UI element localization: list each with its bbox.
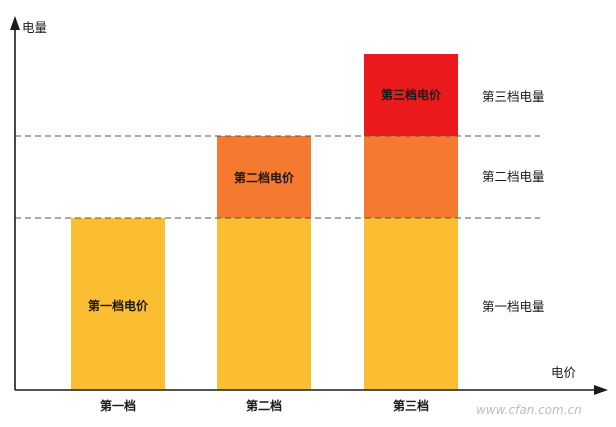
bars-group	[71, 54, 458, 390]
category-label-3: 第三档	[393, 398, 429, 413]
bar-3-price-label: 第三档电价	[381, 87, 442, 102]
watermark-text: www.cfan.com.cn	[476, 403, 582, 417]
bar-2-price-label: 第二档电价	[234, 170, 295, 185]
bar-1-tier-1-segment	[71, 218, 165, 390]
bar-3-tier-1-segment	[364, 218, 458, 390]
y-axis-arrow-icon	[10, 16, 20, 30]
y-axis-label: 电量	[22, 20, 47, 35]
category-label-2: 第二档	[246, 398, 282, 413]
bar-3-tier-2-segment	[364, 136, 458, 218]
category-label-1: 第一档	[100, 398, 136, 413]
bar-2-tier-1-segment	[217, 218, 311, 390]
tier-2-volume-label: 第二档电量	[482, 169, 545, 184]
bar-3-tier-3-segment	[364, 54, 458, 136]
tier-3-volume-label: 第三档电量	[482, 89, 545, 104]
x-axis-arrow-icon	[594, 385, 608, 395]
bar-1-price-label: 第一档电价	[88, 298, 149, 313]
x-axis-label: 电价	[551, 365, 577, 380]
tier-1-volume-label: 第一档电量	[482, 299, 545, 314]
bar-2-tier-2-segment	[217, 136, 311, 218]
